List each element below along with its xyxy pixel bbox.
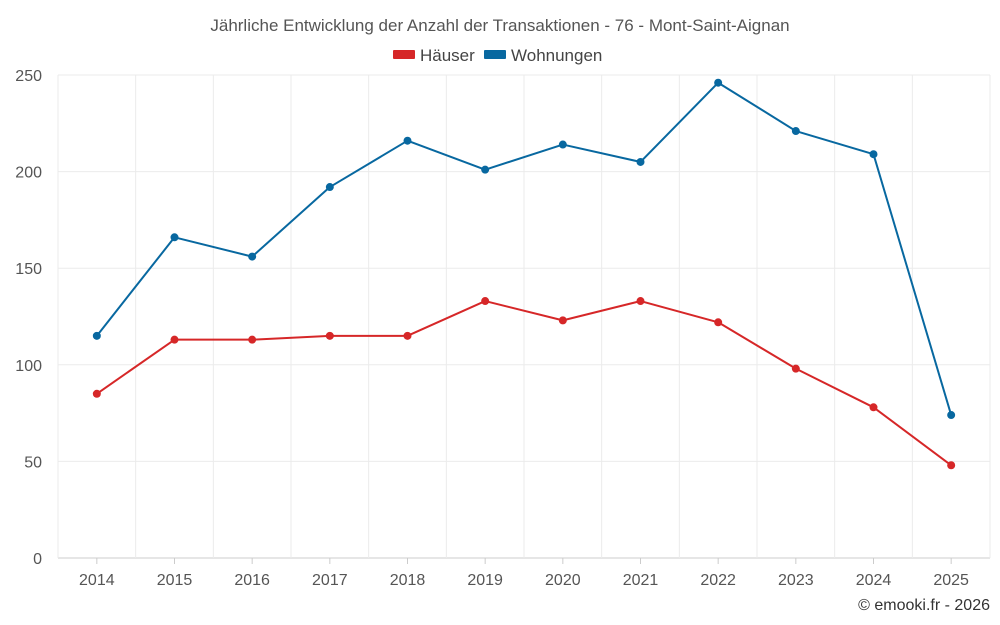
series-line (96, 300, 952, 467)
data-point (481, 297, 490, 306)
y-axis: 0 50 100 150 200 250 (15, 68, 42, 568)
y-tick-label: 150 (15, 261, 42, 278)
legend: Häuser Wohnungen (393, 46, 602, 65)
data-point (403, 331, 412, 340)
x-tick-label: 2015 (157, 572, 193, 589)
data-point (403, 136, 412, 145)
data-point (558, 140, 567, 149)
series-wohnungen (92, 78, 956, 420)
x-tick-label: 2025 (933, 572, 969, 589)
data-point (558, 316, 567, 325)
data-point (947, 461, 956, 470)
x-tick-label: 2014 (79, 572, 115, 589)
x-tick-label: 2021 (623, 572, 659, 589)
credit-text: © emooki.fr - 2026 (858, 597, 990, 614)
data-point (714, 318, 723, 327)
data-point (791, 127, 800, 136)
data-point (869, 150, 878, 159)
legend-label: Wohnungen (511, 46, 602, 65)
data-point (248, 252, 257, 261)
y-tick-label: 50 (24, 454, 42, 471)
data-point (248, 335, 257, 344)
series-haeuser (92, 297, 956, 470)
x-tick-label: 2023 (778, 572, 814, 589)
y-tick-label: 0 (33, 551, 42, 568)
chart-title: Jährliche Entwicklung der Anzahl der Tra… (210, 16, 789, 35)
y-tick-label: 250 (15, 68, 42, 85)
x-tick-label: 2019 (467, 572, 503, 589)
data-point (947, 411, 956, 420)
x-tick-label: 2024 (856, 572, 892, 589)
data-point (636, 297, 645, 306)
data-point (92, 331, 101, 340)
data-point (92, 389, 101, 398)
x-axis: 2014 2015 2016 2017 2018 2019 2020 2021 2022 2023… (79, 558, 969, 589)
data-point (325, 331, 334, 340)
data-point (791, 364, 800, 373)
y-tick-label: 100 (15, 358, 42, 375)
x-tick-label: 2020 (545, 572, 581, 589)
x-tick-label: 2022 (700, 572, 736, 589)
x-tick-label: 2017 (312, 572, 348, 589)
x-tick-label: 2018 (390, 572, 426, 589)
data-point (170, 233, 179, 242)
data-point (714, 78, 723, 87)
data-point (869, 403, 878, 412)
legend-swatch (484, 50, 506, 59)
y-tick-label: 200 (15, 165, 42, 182)
series-line (96, 81, 953, 416)
series-layer (92, 78, 956, 470)
x-tick-label: 2016 (234, 572, 270, 589)
legend-label: Häuser (420, 46, 475, 65)
data-point (325, 183, 334, 192)
data-point (636, 157, 645, 166)
data-point (481, 165, 490, 174)
data-point (170, 335, 179, 344)
legend-swatch (393, 50, 415, 59)
